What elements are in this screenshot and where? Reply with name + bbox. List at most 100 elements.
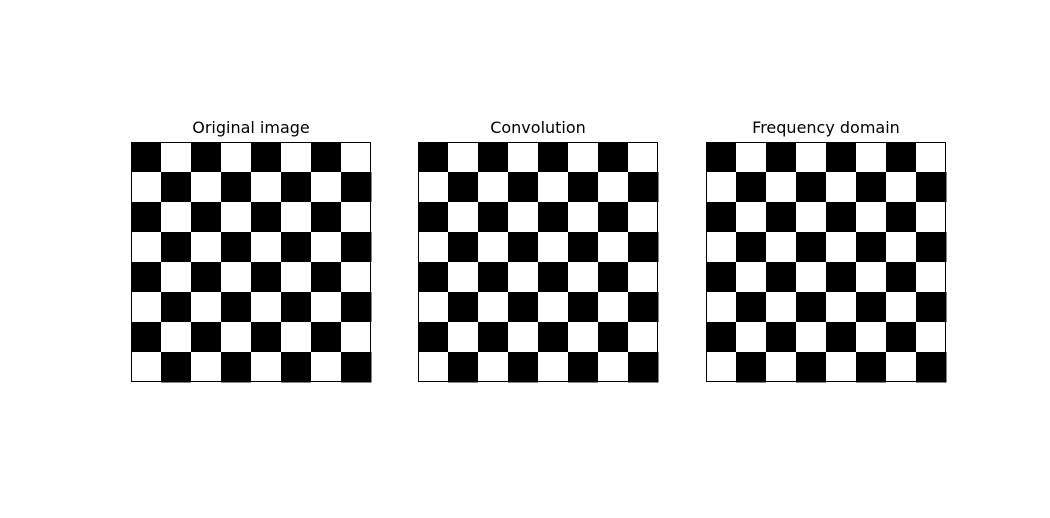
heatmap-cell-r4-c0 — [418, 262, 449, 293]
heatmap-cell-r2-c0 — [418, 202, 449, 233]
heatmap-cell-r6-c1 — [736, 322, 767, 353]
heatmap-cell-r1-c0 — [131, 172, 162, 203]
heatmap-cell-r1-c1 — [448, 172, 479, 203]
heatmap-cell-r0-c2 — [478, 142, 509, 173]
heatmap-cell-r1-c0 — [706, 172, 737, 203]
heatmap-cell-r3-c1 — [736, 232, 767, 263]
heatmap-cell-r4-c2 — [478, 262, 509, 293]
heatmap-cell-r5-c0 — [706, 292, 737, 323]
heatmap-cell-r6-c6 — [598, 322, 629, 353]
heatmap-cell-r6-c0 — [706, 322, 737, 353]
heatmap-cell-r7-c3 — [508, 352, 539, 383]
heatmap-cell-r0-c1 — [736, 142, 767, 173]
heatmap-cell-r6-c6 — [311, 322, 342, 353]
heatmap-cell-r6-c2 — [766, 322, 797, 353]
heatmap-cell-r1-c2 — [191, 172, 222, 203]
heatmap-cell-r6-c5 — [856, 322, 887, 353]
heatmap-cell-r0-c0 — [418, 142, 449, 173]
heatmap-cell-r3-c5 — [281, 232, 312, 263]
heatmap-cell-r3-c7 — [916, 232, 947, 263]
heatmap-cell-r0-c3 — [221, 142, 252, 173]
heatmap-cell-r0-c7 — [916, 142, 947, 173]
heatmap-cell-r0-c4 — [538, 142, 569, 173]
heatmap-cell-r6-c5 — [281, 322, 312, 353]
heatmap-cell-r3-c4 — [538, 232, 569, 263]
heatmap-cell-r5-c5 — [568, 292, 599, 323]
heatmap-cell-r2-c4 — [826, 202, 857, 233]
heatmap-cell-r4-c2 — [191, 262, 222, 293]
heatmap-cell-r1-c3 — [221, 172, 252, 203]
heatmap-cell-r5-c1 — [448, 292, 479, 323]
heatmap-cell-r5-c2 — [191, 292, 222, 323]
heatmap-cell-r2-c5 — [856, 202, 887, 233]
heatmap-cell-r0-c3 — [508, 142, 539, 173]
heatmap-original-image — [131, 142, 372, 383]
heatmap-cell-r3-c5 — [568, 232, 599, 263]
heatmap-cell-r6-c3 — [796, 322, 827, 353]
heatmap-cell-r1-c4 — [251, 172, 282, 203]
heatmap-cell-r5-c5 — [281, 292, 312, 323]
heatmap-cell-r7-c6 — [886, 352, 917, 383]
heatmap-cell-r5-c7 — [916, 292, 947, 323]
heatmap-cell-r7-c2 — [478, 352, 509, 383]
heatmap-cell-r7-c2 — [766, 352, 797, 383]
heatmap-cell-r7-c0 — [706, 352, 737, 383]
heatmap-cell-r5-c3 — [221, 292, 252, 323]
heatmap-cell-r6-c7 — [341, 322, 372, 353]
heatmap-cell-r4-c6 — [886, 262, 917, 293]
heatmap-cell-r6-c0 — [418, 322, 449, 353]
heatmap-cell-r3-c6 — [311, 232, 342, 263]
heatmap-cell-r1-c3 — [508, 172, 539, 203]
heatmap-cell-r3-c3 — [796, 232, 827, 263]
heatmap-cell-r4-c0 — [706, 262, 737, 293]
heatmap-cell-r0-c7 — [341, 142, 372, 173]
heatmap-cell-r1-c4 — [538, 172, 569, 203]
heatmap-cell-r6-c3 — [508, 322, 539, 353]
heatmap-cell-r0-c0 — [706, 142, 737, 173]
heatmap-cell-r0-c1 — [448, 142, 479, 173]
heatmap-cell-r3-c0 — [131, 232, 162, 263]
heatmap-cell-r2-c0 — [131, 202, 162, 233]
heatmap-cell-r5-c4 — [251, 292, 282, 323]
heatmap-cell-r5-c4 — [538, 292, 569, 323]
heatmap-cell-r2-c2 — [191, 202, 222, 233]
heatmap-cell-r4-c3 — [221, 262, 252, 293]
heatmap-cell-r1-c6 — [598, 172, 629, 203]
heatmap-cell-r2-c2 — [766, 202, 797, 233]
heatmap-frequency-domain — [706, 142, 947, 383]
heatmap-cell-r1-c2 — [478, 172, 509, 203]
heatmap-cell-r4-c6 — [311, 262, 342, 293]
heatmap-cell-r7-c2 — [191, 352, 222, 383]
heatmap-cell-r3-c7 — [628, 232, 659, 263]
heatmap-cell-r3-c7 — [341, 232, 372, 263]
heatmap-cell-r0-c2 — [766, 142, 797, 173]
heatmap-cell-r4-c4 — [826, 262, 857, 293]
heatmap-cell-r6-c6 — [886, 322, 917, 353]
heatmap-cell-r6-c2 — [478, 322, 509, 353]
heatmap-cell-r2-c6 — [311, 202, 342, 233]
heatmap-cell-r1-c6 — [311, 172, 342, 203]
heatmap-cell-r4-c1 — [161, 262, 192, 293]
heatmap-cell-r6-c7 — [628, 322, 659, 353]
heatmap-cell-r7-c1 — [161, 352, 192, 383]
panel-title-original-image: Original image — [192, 118, 310, 137]
heatmap-cell-r7-c5 — [568, 352, 599, 383]
heatmap-cell-r2-c3 — [508, 202, 539, 233]
heatmap-cell-r2-c0 — [706, 202, 737, 233]
heatmap-cell-r3-c0 — [706, 232, 737, 263]
heatmap-cell-r7-c7 — [341, 352, 372, 383]
heatmap-cell-r3-c2 — [478, 232, 509, 263]
heatmap-cell-r1-c7 — [628, 172, 659, 203]
heatmap-cell-r6-c4 — [251, 322, 282, 353]
heatmap-cell-r3-c3 — [508, 232, 539, 263]
heatmap-cell-r3-c3 — [221, 232, 252, 263]
heatmap-cell-r6-c3 — [221, 322, 252, 353]
heatmap-cell-r5-c2 — [766, 292, 797, 323]
heatmap-cell-r4-c5 — [281, 262, 312, 293]
heatmap-cell-r7-c0 — [131, 352, 162, 383]
heatmap-cell-r5-c2 — [478, 292, 509, 323]
heatmap-cell-r3-c6 — [886, 232, 917, 263]
panel-title-convolution: Convolution — [490, 118, 586, 137]
heatmap-cell-r6-c0 — [131, 322, 162, 353]
